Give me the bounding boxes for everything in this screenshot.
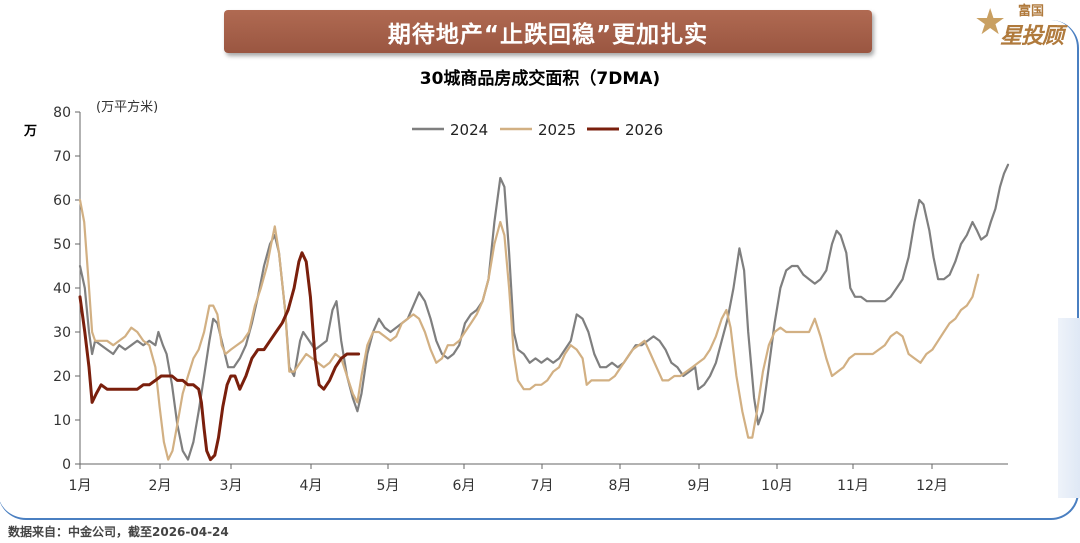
legend: 2024 2025 2026 [412,121,663,139]
x-tick-label: 11月 [837,478,869,494]
plot-lines [78,163,1010,462]
source-note: 数据来自：中金公司，截至2026-04-24 [8,525,229,539]
x-tick-label: 6月 [453,478,476,494]
x-tick-label: 4月 [300,478,323,494]
banner-title: 期待地产“止跌回稳”更加扎实 [387,21,709,48]
y-tick-label: 40 [53,281,71,297]
brand-logo: ★ 富国 星投顾 [972,0,1076,49]
y-tick-label: 50 [53,237,71,253]
star-icon: ★ [974,2,1007,43]
banner: 期待地产“止跌回稳”更加扎实 [224,10,872,53]
series-line-2026 [78,251,361,462]
logo-main-text: 星投顾 [1000,24,1064,49]
y-axis-label: 万 [24,124,38,139]
x-tick-label: 1月 [69,478,92,494]
y-tick-label: 80 [53,105,71,121]
x-tick-label: 7月 [531,478,554,494]
x-tick-label: 8月 [609,478,632,494]
x-tick-label: 12月 [916,478,948,494]
x-tick-label: 9月 [688,478,711,494]
card-frame [0,20,1079,520]
logo-top-text: 富国 [1018,4,1045,19]
chart-title: 30城商品房成交面积（7DMA) [419,69,661,89]
axes: 0 10 20 30 40 50 60 70 80 1月 2月 3月 4月 5月 6月 7月 8月 9月 10月 11… [53,105,1008,494]
x-tick-label: 5月 [377,478,400,494]
legend-label-2026: 2026 [625,121,663,139]
series-line-2024 [78,163,1010,461]
y-tick-label: 70 [53,149,71,165]
x-tick-label: 3月 [220,478,243,494]
legend-label-2025: 2025 [538,121,576,139]
y-tick-label: 30 [53,325,71,341]
y-tick-label: 60 [53,193,71,209]
decorative-edge [1058,318,1080,498]
legend-label-2024: 2024 [450,121,488,139]
y-tick-label: 20 [53,369,71,385]
x-tick-label: 2月 [149,478,172,494]
series-line-2025 [78,198,980,461]
x-tick-label: 10月 [761,478,793,494]
unit-label: (万平方米) [96,100,159,115]
y-tick-label: 10 [53,413,71,429]
y-tick-label: 0 [62,457,71,473]
